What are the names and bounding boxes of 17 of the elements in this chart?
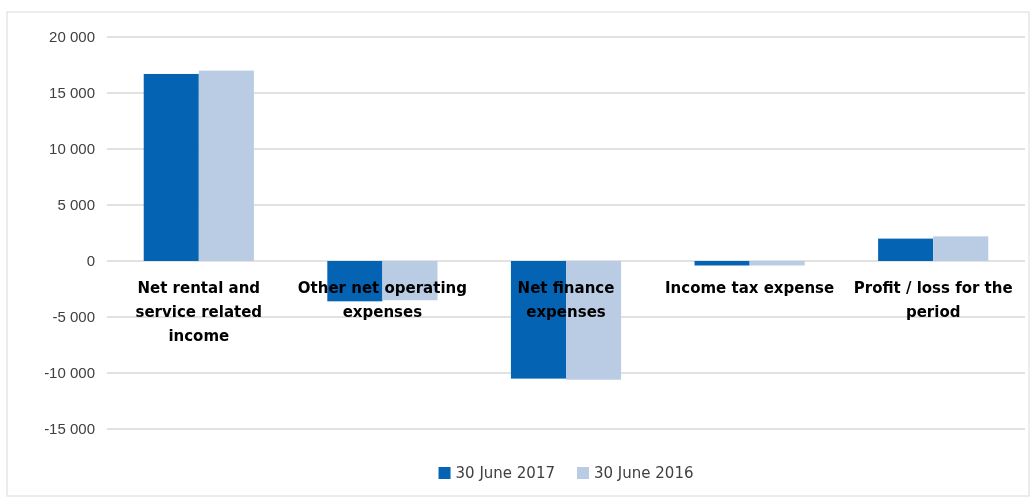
y-tick-label: 5 000 — [57, 196, 95, 214]
bar — [878, 238, 934, 261]
x-tick-label: Profit / loss for the period — [853, 279, 1013, 321]
bar — [143, 73, 199, 261]
bar — [933, 236, 989, 261]
legend-label: 30 June 2017 — [455, 464, 555, 482]
x-tick-label: Net rental and service related income — [135, 279, 263, 345]
y-tick-label: 15 000 — [49, 84, 95, 102]
y-tick-label: 10 000 — [49, 140, 95, 158]
y-tick-label: -15 000 — [44, 420, 95, 438]
x-tick-label: Income tax expense — [664, 279, 835, 297]
y-tick-label: 20 000 — [49, 28, 95, 46]
y-tick-label: -5 000 — [52, 308, 95, 326]
y-tick-label: -10 000 — [44, 364, 95, 382]
legend-label: 30 June 2016 — [594, 464, 694, 482]
y-tick-label: 0 — [86, 252, 95, 270]
bar — [198, 70, 254, 261]
